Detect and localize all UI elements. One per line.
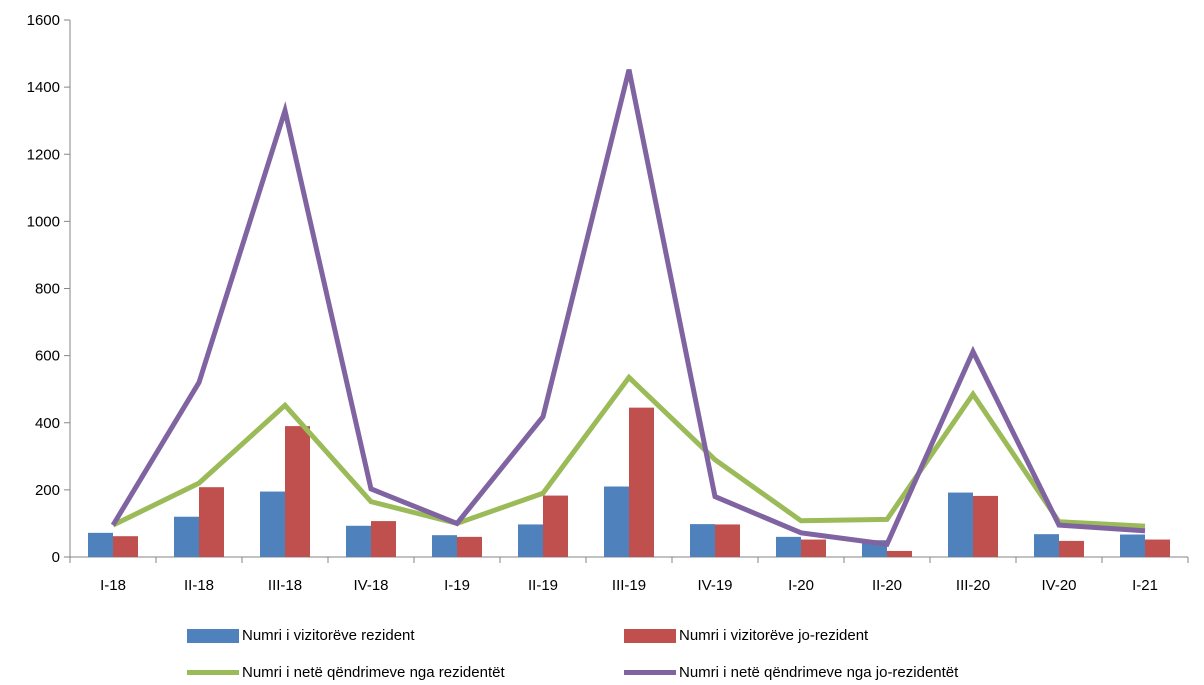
bar-nonresident-visitors — [887, 550, 912, 557]
bar-resident-visitors — [518, 524, 543, 557]
bar-resident-visitors — [604, 486, 629, 557]
x-tick-label: IV-19 — [697, 577, 732, 594]
y-tick-label: 0 — [52, 549, 60, 566]
y-tick-label: 1000 — [27, 213, 60, 230]
x-tick-labels: I-18 II-18 III-18 IV-18 I-19 II-19 III-19 IV-19… — [100, 577, 1158, 594]
bar-resident-visitors — [260, 491, 285, 557]
bar-nonresident-visitors — [1059, 540, 1084, 557]
bar-nonresident-visitors — [1145, 539, 1170, 557]
bar-resident-visitors — [948, 492, 973, 557]
x-tick-label: I-18 — [100, 577, 126, 594]
line-series-group — [110, 69, 1146, 547]
x-tick-label: IV-18 — [353, 577, 388, 594]
bar-nonresident-visitors — [543, 495, 568, 557]
x-tick-label: I-20 — [788, 577, 814, 594]
x-tick-label: I-21 — [1132, 577, 1158, 594]
x-tick-label: II-18 — [184, 577, 214, 594]
bar-nonresident-visitors — [629, 407, 654, 557]
line-nonresident-nights — [110, 69, 1146, 547]
y-tick-label: 200 — [35, 482, 60, 499]
bar-nonresident-visitors — [801, 539, 826, 557]
line-resident-nights — [111, 373, 1146, 529]
bar-nonresident-visitors — [371, 521, 396, 557]
x-tick-label: III-20 — [956, 577, 990, 594]
x-tick-label: IV-20 — [1041, 577, 1076, 594]
axes — [64, 19, 1189, 563]
bar-nonresident-visitors — [113, 536, 138, 557]
y-tick-label: 800 — [35, 281, 60, 298]
y-tick-label: 1600 — [27, 12, 60, 29]
bar-nonresident-visitors — [285, 426, 310, 557]
bar-resident-visitors — [776, 536, 801, 557]
bar-nonresident-visitors — [199, 487, 224, 557]
x-tick-label: III-19 — [612, 577, 646, 594]
bar-resident-visitors — [1034, 534, 1059, 557]
bar-resident-visitors — [1120, 534, 1145, 557]
x-tick-label: III-18 — [268, 577, 302, 594]
bar-resident-visitors — [174, 516, 199, 557]
x-tick-label: II-19 — [528, 577, 558, 594]
bar-resident-visitors — [690, 524, 715, 557]
y-tick-label: 1400 — [27, 79, 60, 96]
bar-nonresident-visitors — [457, 536, 482, 557]
bar-resident-visitors — [88, 532, 113, 557]
bar-nonresident-visitors — [973, 495, 998, 557]
bar-series-group — [88, 407, 1170, 557]
y-tick-label: 400 — [35, 415, 60, 432]
bar-resident-visitors — [432, 535, 457, 557]
y-tick-label: 1200 — [27, 146, 60, 163]
x-tick-label: I-19 — [444, 577, 470, 594]
x-tick-label: II-20 — [872, 577, 902, 594]
bar-resident-visitors — [346, 525, 371, 557]
bar-nonresident-visitors — [715, 524, 740, 557]
y-tick-label: 600 — [35, 348, 60, 365]
y-tick-labels: 0 200 400 600 800 1000 1200 1400 1600 — [27, 12, 60, 566]
